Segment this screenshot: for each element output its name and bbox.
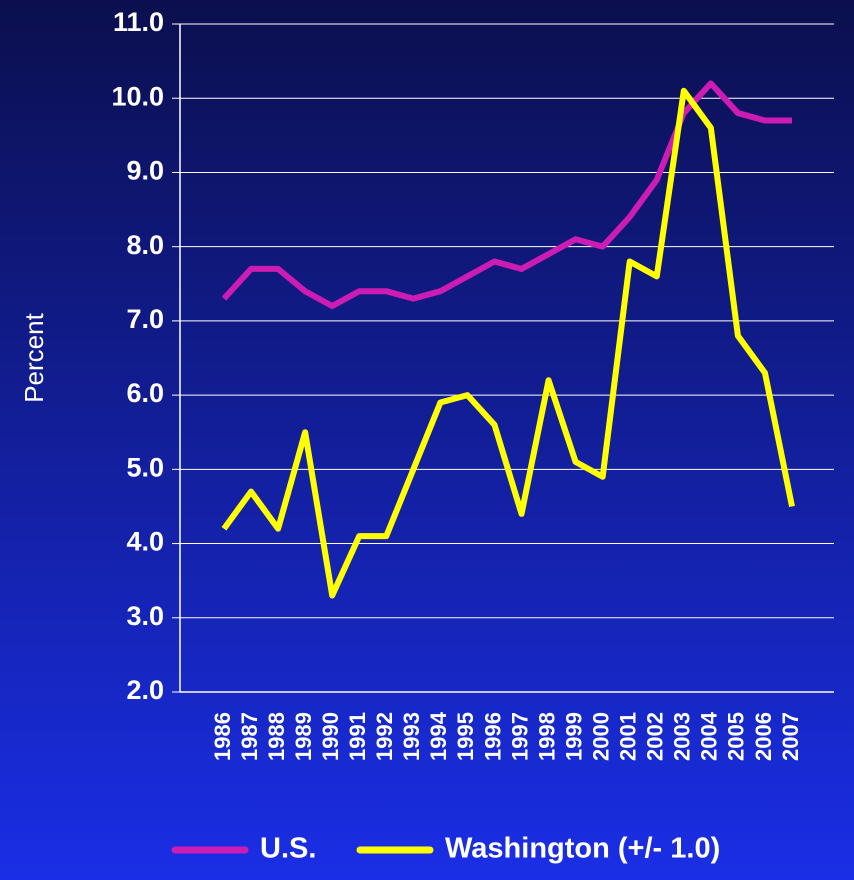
x-tick-label: 1988 [264, 712, 289, 761]
y-tick-label: 5.0 [126, 452, 164, 482]
y-tick-label: 3.0 [126, 601, 164, 631]
line-series [221, 80, 792, 310]
y-tick-label: 8.0 [126, 230, 164, 260]
y-tick-label: 9.0 [126, 156, 164, 186]
y-axis-label: Percent [19, 312, 49, 402]
x-tick-label: 2003 [670, 712, 695, 761]
y-tick-label: 11.0 [113, 7, 164, 37]
y-tick-label: 4.0 [126, 527, 164, 557]
x-tick-label: 1995 [453, 712, 478, 761]
x-tick-label: 1994 [426, 711, 451, 761]
x-tick-label: 1989 [291, 712, 316, 761]
legend-label: U.S. [260, 833, 316, 865]
y-tick-label: 2.0 [126, 675, 164, 705]
x-tick-label: 2004 [697, 711, 722, 761]
x-tick-label: 2007 [778, 712, 803, 761]
x-tick-label: 1990 [318, 712, 343, 761]
x-tick-label: 2002 [643, 712, 668, 761]
x-tick-label: 1997 [507, 712, 532, 761]
y-tick-label: 6.0 [126, 378, 164, 408]
x-tick-label: 2001 [616, 712, 641, 761]
line-series [221, 87, 795, 599]
x-tick-label: 1991 [345, 712, 370, 761]
x-tick-label: 1992 [372, 712, 397, 761]
x-tick-label: 1998 [534, 712, 559, 761]
y-tick-label: 7.0 [126, 304, 164, 334]
legend-label: Washington (+/- 1.0) [445, 833, 720, 865]
x-tick-label: 1986 [210, 712, 235, 761]
x-tick-label: 1996 [480, 712, 505, 761]
x-tick-label: 2005 [724, 712, 749, 761]
y-tick-label: 10.0 [111, 81, 164, 111]
x-tick-label: 2006 [751, 712, 776, 761]
x-tick-label: 1993 [399, 712, 424, 761]
x-tick-label: 1999 [561, 712, 586, 761]
x-tick-label: 2000 [588, 712, 613, 761]
x-tick-label: 1987 [237, 712, 262, 761]
